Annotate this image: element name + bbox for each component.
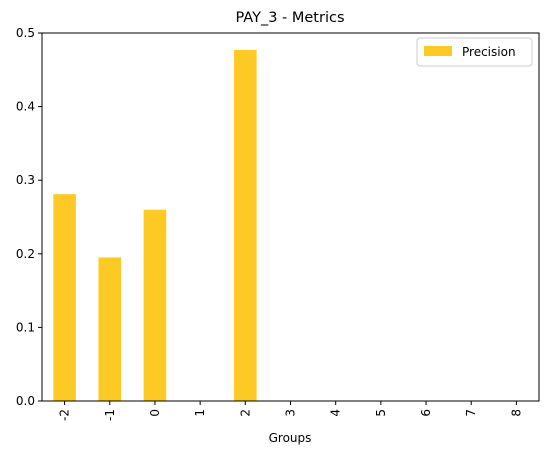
x-tick-label: -2 (58, 409, 72, 421)
x-tick-label: 8 (509, 409, 523, 417)
legend-label: Precision (462, 45, 516, 59)
bar--1 (98, 257, 122, 401)
x-tick-label: 2 (238, 409, 252, 417)
legend: Precision (416, 37, 533, 67)
x-tick-label: 0 (148, 409, 162, 417)
bar-2 (234, 49, 257, 401)
x-tick-label: 6 (419, 409, 433, 417)
x-tick-label: 5 (374, 409, 388, 417)
y-tick-label: 0.0 (16, 394, 35, 408)
x-tick-label: 1 (193, 409, 207, 417)
y-tick-label: 0.3 (16, 173, 35, 187)
chart-title: PAY_3 - Metrics (235, 10, 344, 26)
legend-swatch (424, 46, 452, 56)
x-tick-label: 3 (284, 409, 298, 417)
y-axis: 0.0 0.1 0.2 0.3 0.4 0.5 (16, 26, 42, 408)
x-tick-label: 7 (464, 409, 478, 417)
y-tick-label: 0.5 (16, 26, 35, 40)
y-tick-label: 0.2 (16, 247, 35, 261)
bars-layer (53, 49, 257, 401)
y-tick-label: 0.4 (16, 100, 35, 114)
bar--2 (53, 194, 76, 401)
x-axis-title: Groups (269, 431, 312, 445)
y-tick-label: 0.1 (16, 320, 35, 334)
x-tick-label: 4 (329, 409, 343, 417)
x-tick-label: -1 (103, 409, 117, 421)
bar-0 (143, 209, 167, 401)
x-axis: -2 -1 0 1 2 3 4 5 6 7 8 (58, 401, 523, 421)
legend-box (416, 37, 533, 67)
